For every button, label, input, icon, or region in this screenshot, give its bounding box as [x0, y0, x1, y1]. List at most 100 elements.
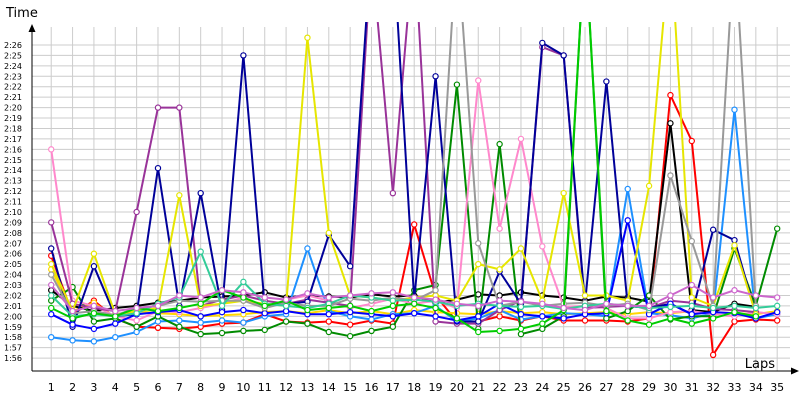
data-point — [432, 287, 439, 294]
data-point — [154, 324, 162, 332]
data-point — [496, 327, 503, 335]
data-point — [581, 317, 589, 324]
data-point — [581, 292, 589, 299]
data-point — [48, 311, 55, 318]
x-axis-title: Laps — [745, 357, 775, 372]
x-tick-label: 31 — [685, 381, 699, 394]
data-point — [389, 297, 397, 304]
data-point — [731, 106, 738, 113]
x-tick-label: 14 — [322, 381, 336, 394]
data-point — [773, 302, 781, 310]
y-tick-label: 2:05 — [4, 260, 22, 269]
y-tick-label: 2:03 — [4, 281, 22, 290]
data-point — [346, 263, 354, 270]
data-point — [90, 302, 98, 310]
x-tick-label: 32 — [706, 381, 720, 394]
data-point — [709, 304, 717, 312]
data-point — [517, 303, 525, 311]
data-point — [48, 292, 55, 299]
data-point — [517, 330, 525, 338]
data-point — [667, 172, 674, 179]
y-tick-label: 1:58 — [4, 333, 22, 342]
data-point — [304, 34, 311, 41]
data-point — [48, 281, 55, 289]
y-tick-label: 2:19 — [4, 114, 22, 123]
data-point — [176, 323, 183, 330]
data-point — [603, 300, 610, 307]
data-point — [48, 260, 55, 268]
data-point — [304, 245, 311, 252]
data-point — [645, 182, 653, 190]
data-point — [688, 302, 695, 310]
data-point — [240, 319, 247, 326]
data-point — [346, 302, 354, 310]
data-point — [688, 311, 695, 318]
y-tick-label: 2:00 — [4, 312, 22, 321]
data-point — [90, 325, 98, 333]
data-point — [304, 290, 311, 297]
data-point — [560, 304, 567, 312]
x-tick-label: 20 — [450, 381, 464, 394]
y-tick-label: 2:02 — [4, 291, 22, 300]
data-point — [346, 292, 354, 299]
data-point — [624, 307, 631, 315]
x-tick-label: 23 — [514, 381, 528, 394]
data-point — [218, 329, 226, 337]
data-point — [453, 300, 461, 307]
data-point — [453, 81, 461, 88]
data-point — [368, 327, 375, 335]
data-point — [539, 39, 546, 47]
data-point — [176, 304, 183, 312]
data-point — [176, 292, 183, 299]
x-tick-label: 2 — [69, 381, 76, 394]
y-tick-label: 2:12 — [4, 187, 22, 196]
data-point — [261, 326, 268, 334]
data-point — [496, 292, 503, 299]
data-point — [560, 315, 567, 322]
data-point — [261, 302, 268, 310]
data-point — [112, 313, 119, 320]
data-point — [346, 332, 354, 340]
data-point — [773, 294, 781, 301]
data-point — [69, 337, 76, 344]
data-point — [773, 317, 781, 324]
data-point — [346, 308, 354, 316]
data-point — [624, 302, 631, 310]
x-tick-label: 1 — [48, 381, 55, 394]
x-tick-label: 28 — [621, 381, 635, 394]
y-axis-title: Time — [5, 6, 38, 21]
y-tick-label: 2:07 — [4, 239, 22, 248]
data-point — [90, 250, 98, 257]
x-tick-label: 8 — [197, 381, 204, 394]
data-point — [176, 317, 183, 324]
data-point — [432, 318, 439, 325]
data-point — [475, 328, 482, 336]
data-point — [731, 302, 738, 310]
y-tick-label: 2:15 — [4, 156, 22, 165]
series-lines — [48, 22, 781, 359]
data-point — [48, 333, 55, 341]
data-point — [688, 294, 695, 301]
data-point — [48, 304, 55, 312]
data-point — [667, 292, 674, 299]
data-point — [731, 242, 738, 249]
y-tick-label: 2:08 — [4, 229, 22, 238]
data-point — [496, 140, 503, 148]
series-line — [50, 22, 757, 317]
data-point — [261, 294, 268, 301]
data-point — [368, 307, 375, 315]
data-point — [197, 330, 204, 338]
data-point — [90, 338, 98, 345]
data-point — [218, 308, 226, 316]
data-point — [240, 294, 247, 301]
data-point — [154, 164, 162, 172]
data-point — [133, 304, 140, 312]
data-point — [69, 315, 76, 322]
x-tick-label: 33 — [727, 381, 741, 394]
data-point — [304, 306, 311, 314]
data-point — [389, 323, 397, 330]
x-tick-label: 4 — [112, 381, 119, 394]
data-point — [688, 281, 695, 289]
data-point — [603, 315, 610, 322]
